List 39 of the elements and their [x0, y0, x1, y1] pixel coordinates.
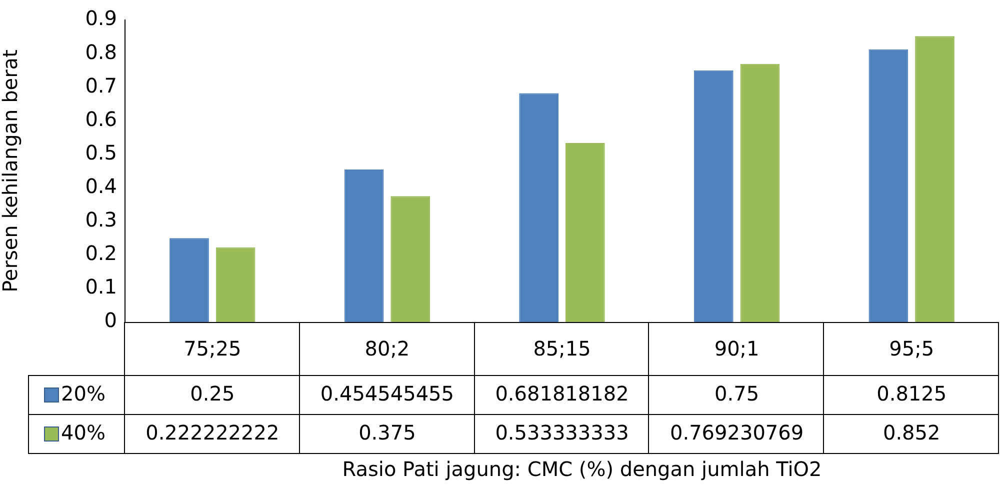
legend-label: 40%	[61, 420, 106, 445]
bar	[390, 196, 430, 322]
y-tick-label: 0.1	[85, 274, 117, 299]
bar	[868, 49, 908, 322]
y-tick-label: 0.4	[85, 174, 117, 198]
bar	[915, 36, 954, 322]
bar	[519, 93, 559, 322]
y-tick-label: 0.6	[85, 106, 117, 131]
legend-label: 20%	[61, 382, 106, 406]
bar	[565, 143, 605, 322]
y-tick-label: 0.7	[85, 73, 117, 98]
y-tick-label: 0.9	[85, 6, 117, 30]
bar	[216, 247, 256, 322]
x-axis-title: Rasio Pati jagung: CMC (%) dengan jumlah TiO2	[342, 457, 822, 482]
data-label: 0.75	[714, 382, 760, 406]
y-tick-label: 0.8	[85, 40, 117, 64]
x-tick-label: 85;15	[533, 336, 591, 361]
y-axis-title: Persen kehilangan berat	[0, 49, 22, 292]
data-label: 0.8125	[876, 382, 947, 406]
x-tick-label: 75;25	[184, 336, 242, 361]
bar	[694, 70, 734, 322]
data-label: 0.852	[882, 420, 940, 445]
data-label: 0.681818182	[495, 382, 629, 406]
y-tick-label: 0	[104, 308, 117, 332]
bar	[740, 64, 780, 322]
x-tick-label: 80;2	[364, 336, 410, 361]
y-tick-label: 0.2	[85, 241, 117, 266]
y-tick-label: 0.5	[85, 140, 117, 164]
data-label: 0.25	[190, 382, 235, 406]
y-tick-label: 0.3	[85, 208, 117, 232]
data-label: 0.375	[358, 420, 416, 445]
bar	[170, 238, 209, 322]
data-label: 0.222222222	[146, 420, 280, 445]
data-label: 0.454545455	[320, 382, 454, 406]
bar	[344, 169, 384, 322]
x-tick-label: 95;5	[889, 336, 934, 361]
data-label: 0.769230769	[670, 420, 804, 445]
data-label: 0.533333333	[495, 420, 629, 445]
x-tick-label: 90;1	[714, 336, 760, 361]
